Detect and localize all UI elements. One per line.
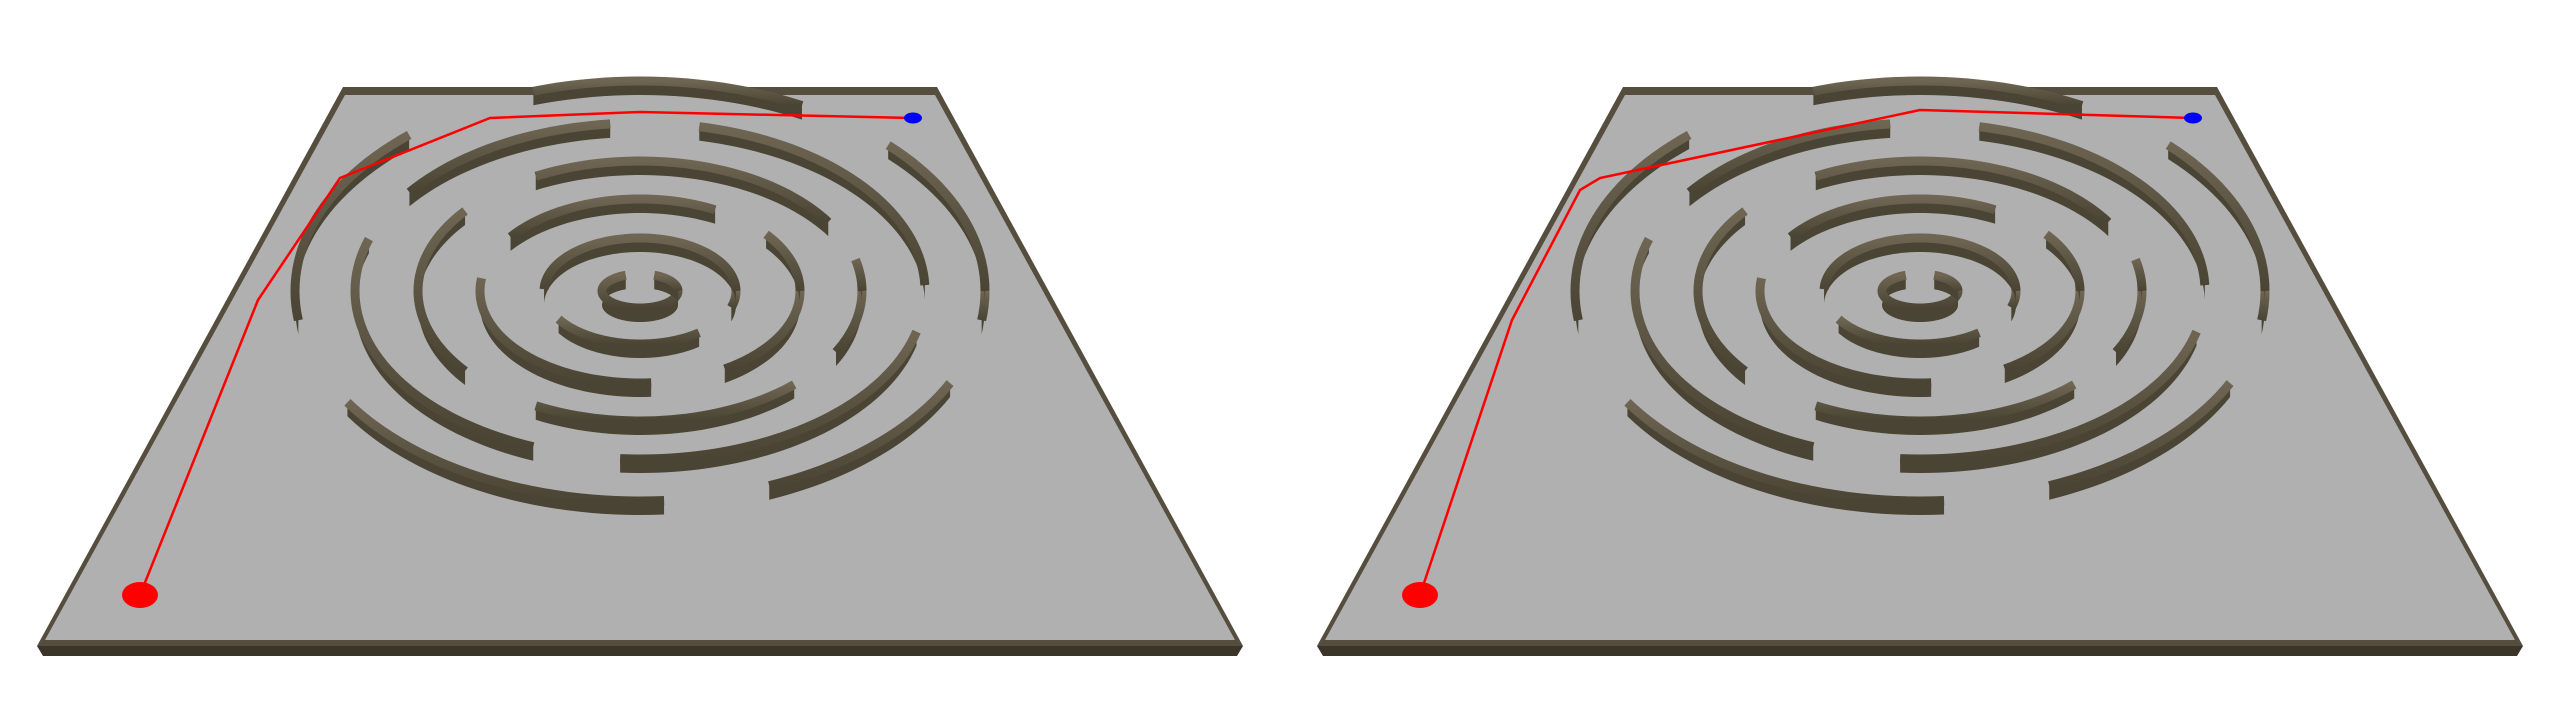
maze-wall-ring-3-segment bbox=[2003, 290, 2085, 374]
maze-wall-ring-3-segment bbox=[763, 230, 805, 292]
maze-wall-ring-3-segment bbox=[507, 194, 717, 241]
maze-wall-ring-6-segment bbox=[290, 131, 412, 322]
maze-wall-ring-4-segment bbox=[534, 380, 797, 426]
maze-wall-ring-4-segment bbox=[1814, 380, 2077, 426]
maze-wall-ring-5-segment bbox=[1686, 119, 1891, 196]
maze-wall-ring-3-segment bbox=[723, 290, 805, 374]
maze-wall-ring-3-segment bbox=[1787, 194, 1997, 241]
maze-wall-ring-6-segment bbox=[2048, 380, 2234, 491]
solution-path bbox=[1418, 108, 2194, 596]
maze-wall-ring-4-segment bbox=[1693, 207, 1748, 375]
maze-wall-ring-4-side bbox=[535, 161, 829, 237]
maze-wall-ring-5-segment bbox=[1899, 329, 2201, 464]
maze-wall-ring-2-side bbox=[544, 238, 736, 305]
maze-wall-ring-4-segment bbox=[413, 207, 468, 375]
maze-wall-ring-3-segment bbox=[475, 277, 652, 388]
maze-board-left bbox=[37, 76, 1243, 656]
goal-marker-icon bbox=[2184, 112, 2202, 124]
maze-wall-ring-2-side bbox=[1824, 238, 2016, 305]
maze-wall-ring-3-side bbox=[724, 291, 800, 384]
maze-wall-ring-6-segment bbox=[1624, 398, 1945, 506]
maze-wall-ring-6-segment bbox=[1812, 76, 2084, 110]
maze-wall-ring-6-side bbox=[1575, 134, 1690, 335]
maze-wall-ring-4-segment bbox=[2112, 290, 2147, 355]
board-front-edge bbox=[37, 646, 1243, 656]
maze-wall-ring-6-side bbox=[2049, 383, 2231, 500]
maze-wall-ring-4-side bbox=[1815, 161, 2109, 237]
maze-wall-ring-5-segment bbox=[350, 237, 535, 452]
board-front-edge bbox=[1317, 646, 2523, 656]
maze-wall-ring-3-segment bbox=[2043, 230, 2085, 292]
solution-path bbox=[138, 110, 914, 596]
maze-wall-ring-4-segment bbox=[1814, 156, 2112, 226]
maze-wall-ring-5-side bbox=[409, 123, 611, 207]
maze-floor bbox=[1325, 95, 2515, 640]
maze-wall-ring-2-side bbox=[1838, 319, 1980, 358]
maze-wall-ring-6-segment bbox=[344, 398, 665, 506]
maze-wall-ring-4-segment bbox=[2131, 257, 2147, 292]
maze-wall-ring-5-segment bbox=[1978, 122, 2210, 286]
maze-wall-ring-2-segment bbox=[1819, 233, 2021, 292]
maze-wall-ring-1-segment bbox=[1933, 270, 1963, 292]
maze-wall-ring-3-side bbox=[1760, 278, 1932, 397]
maze-wall-ring-6-segment bbox=[977, 290, 990, 322]
maze-wall-ring-4-segment bbox=[534, 156, 832, 226]
maze-wall-ring-3-side bbox=[766, 234, 800, 305]
maze-wall-ring-2-segment bbox=[555, 315, 701, 349]
maze-board-right bbox=[1317, 76, 2523, 656]
maze-walls bbox=[290, 76, 990, 515]
maze-wall-ring-5-segment bbox=[698, 122, 930, 286]
maze-wall-ring-2-side bbox=[558, 319, 700, 358]
maze-walls bbox=[1570, 76, 2270, 515]
maze-wall-ring-4-segment bbox=[832, 290, 867, 355]
goal-marker-icon bbox=[904, 112, 922, 124]
maze-wall-ring-5-segment bbox=[619, 329, 921, 464]
maze-wall-ring-6-segment bbox=[885, 141, 990, 292]
start-marker-icon bbox=[1402, 582, 1438, 608]
maze-wall-ring-5-segment bbox=[1630, 237, 1815, 452]
maze-wall-ring-3-segment bbox=[1755, 277, 1932, 388]
maze-wall-ring-1-segment bbox=[597, 270, 683, 313]
maze-floor bbox=[45, 95, 1235, 640]
maze-wall-ring-6-segment bbox=[2257, 290, 2270, 322]
maze-wall-ring-5-segment bbox=[406, 119, 611, 196]
maze-wall-ring-2-segment bbox=[539, 233, 741, 292]
maze-wall-ring-6-segment bbox=[768, 380, 954, 491]
start-marker-icon bbox=[122, 582, 158, 608]
maze-wall-ring-2-segment bbox=[1835, 315, 1981, 349]
maze-wall-ring-6-segment bbox=[2165, 141, 2270, 292]
maze-wall-ring-6-side bbox=[769, 383, 951, 500]
maze-wall-ring-1-segment bbox=[1877, 270, 1963, 313]
maze-wall-ring-5-side bbox=[1689, 123, 1891, 207]
maze-wall-ring-1-segment bbox=[653, 270, 683, 292]
maze-wall-ring-3-side bbox=[480, 278, 652, 397]
maze-wall-ring-3-side bbox=[2046, 234, 2080, 305]
maze-wall-ring-6-segment bbox=[1570, 131, 1692, 322]
maze-wall-ring-6-segment bbox=[532, 76, 804, 110]
maze-wall-ring-4-segment bbox=[851, 257, 867, 292]
maze-wall-ring-3-side bbox=[2004, 291, 2080, 384]
